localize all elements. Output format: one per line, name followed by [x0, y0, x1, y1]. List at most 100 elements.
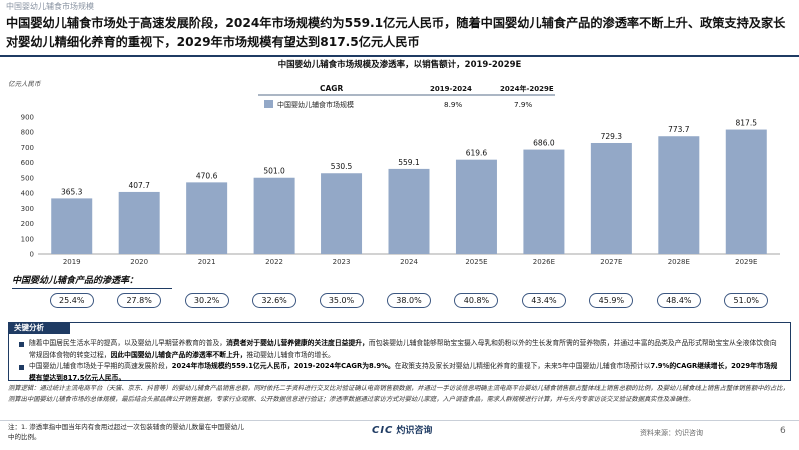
bar-value-label: 619.6: [466, 149, 488, 158]
headline-part-3: ，随着中国婴幼儿辅食产品的渗透率不断上升、政策支持及家长对婴幼儿精细化养育的重视…: [6, 16, 786, 49]
bullet-1-text-c: 推动婴幼儿辅食市场的增长。: [246, 350, 335, 359]
penetration-rate-pill: 43.4%: [521, 293, 566, 308]
bullet-marker: [19, 365, 24, 370]
y-tick-label: 500: [21, 174, 34, 182]
legend-label: 中国婴幼儿辅食市场规模: [277, 100, 354, 109]
bar: [523, 149, 565, 254]
footnote-line-1: 注：1. 渗透率指中国当年内有食用过超过一次包装辅食的婴幼儿数量在中国婴幼儿: [8, 423, 244, 431]
bar: [388, 168, 430, 254]
y-tick-label: 100: [21, 235, 34, 243]
penetration-rate-pill: 25.4%: [49, 293, 94, 308]
bar: [321, 173, 363, 254]
x-tick-label: 2021: [198, 258, 216, 266]
analysis-bullet-2: 中国婴幼儿辅食市场处于早期的高速发展阶段，2024年市场规模约559.1亿元人民…: [19, 361, 782, 384]
x-tick-label: 2022: [265, 258, 283, 266]
penetration-underline: [12, 288, 172, 289]
bullet-1-bold-a: 消费者对于婴幼儿营养健康的关注度日益提升，: [226, 339, 369, 347]
headline-part-4: 2029年市场规模有望达到817.5亿元人民币: [176, 34, 420, 49]
x-tick-label: 2023: [333, 258, 351, 266]
x-tick-label: 2024: [400, 258, 418, 266]
y-tick-label: 0: [30, 251, 34, 259]
x-tick-label: 2025E: [465, 258, 487, 266]
bars: 365.3 2019 407.7 2020 470.6 2021 501.0 2022 530.…: [51, 119, 767, 266]
analysis-bullet-1: 随着中国居民生活水平的提高，以及婴幼儿早期营养教育的普及，消费者对于婴幼儿营养健…: [19, 338, 782, 361]
bar-value-label: 407.7: [128, 181, 150, 190]
y-tick-label: 900: [21, 114, 34, 122]
x-tick-label: 2019: [63, 258, 81, 266]
penetration-rate-pill: 35.0%: [319, 293, 364, 308]
x-tick-label: 2029E: [735, 258, 757, 266]
x-tick-label: 2028E: [668, 258, 690, 266]
cagr-value: 7.9%: [514, 100, 532, 109]
cagr-header: CAGR: [320, 84, 343, 93]
bar: [186, 182, 228, 254]
top-bar: 中国婴幼儿辅食市场规模: [0, 0, 799, 13]
footnote: 注：1. 渗透率指中国当年内有食用过超过一次包装辅食的婴幼儿数量在中国婴幼儿 中…: [8, 423, 338, 442]
y-axis-unit: 亿元人民币: [8, 80, 41, 88]
bullet-2-bold-b: 7.9%的CAGR继续增长，2029年市场规模有望达到817.5亿元人民币。: [29, 362, 778, 382]
bar: [253, 177, 295, 254]
penetration-rate-pill: 45.9%: [589, 293, 634, 308]
penetration-rate-pill: 38.0%: [387, 293, 431, 308]
cagr-col-header: 2019-2024: [430, 85, 472, 93]
bar-value-label: 530.5: [331, 162, 353, 171]
bar: [455, 159, 497, 254]
y-tick-label: 400: [21, 190, 34, 198]
footer-divider: [0, 420, 799, 421]
bullet-1-bold-b: 因此中国婴幼儿辅食产品的渗透率不断上升，: [110, 350, 247, 359]
penetration-rate-pill: 27.8%: [117, 293, 162, 308]
chart-title: 中国婴幼儿辅食市场规模及渗透率，以销售额计，2019-2029E: [277, 60, 522, 70]
x-tick-label: 2026E: [533, 258, 555, 266]
bullet-1-text-a: 随着中国居民生活水平的提高，以及婴幼儿早期营养教育的普及，: [29, 339, 227, 347]
y-tick-label: 700: [21, 144, 34, 152]
bullet-2-bold-a: 2024年市场规模约559.1亿元人民币，2019-2024年CAGR为8.9%…: [171, 362, 395, 370]
cagr-table: CAGR 2019-2024 2024年-2029E 中国婴幼儿辅食市场规模 8.9% 7…: [258, 84, 555, 109]
penetration-rate-pill: 32.6%: [252, 293, 297, 308]
penetration-rate-pill: 30.2%: [184, 293, 229, 308]
logo-name: 灼识咨询: [396, 426, 433, 436]
bar-value-label: 817.5: [736, 119, 758, 128]
penetration-rate-pill: 48.4%: [656, 293, 701, 308]
footnote-line-2: 中的比例。: [8, 432, 41, 441]
penetration-rate-pill: 40.8%: [454, 293, 499, 308]
penetration-rate-pill: 51.0%: [724, 293, 769, 308]
logo-mark: CIC: [372, 425, 394, 436]
cagr-value: 8.9%: [444, 100, 462, 109]
bar: [590, 142, 632, 254]
headline-part-2: 2024年市场规模约为559.1亿元人民币: [225, 16, 445, 30]
x-tick-label: 2027E: [600, 258, 622, 266]
penetration-row: 25.4% 27.8% 30.2% 32.6% 35.0% 38.0% 40.8% 43.4%…: [40, 293, 780, 309]
y-tick-label: 600: [21, 159, 34, 167]
bullet-2-text-b: 在政策支持及家长对婴幼儿精细化养育的重视下，未来5年中国婴幼儿辅食市场预计以: [394, 362, 651, 370]
bar: [725, 129, 767, 254]
bullet-1-text-b: 而包装婴幼儿辅食能够帮助宝宝摄入母乳和奶粉以外的生长发育所需的营养物质，并通过丰…: [29, 339, 777, 359]
cic-logo: CIC 灼识咨询: [372, 423, 432, 436]
title-divider: [0, 55, 799, 57]
bullet-2-text-a: 中国婴幼儿辅食市场处于早期的高速发展阶段，: [29, 362, 172, 370]
bar-value-label: 686.0: [533, 139, 555, 148]
bar-value-label: 559.1: [398, 158, 420, 167]
penetration-label: 中国婴幼儿辅食产品的渗透率：: [12, 276, 139, 286]
y-tick-label: 200: [21, 220, 34, 228]
section-label: 中国婴幼儿辅食市场规模: [6, 2, 94, 11]
bar-value-label: 501.0: [263, 167, 285, 176]
x-tick-label: 2020: [130, 258, 148, 266]
bar-value-label: 773.7: [668, 125, 690, 134]
source-note: 资料来源：灼识咨询: [640, 429, 703, 437]
y-tick-label: 300: [21, 205, 34, 213]
page-number: 6: [780, 426, 786, 436]
bar-value-label: 729.3: [601, 132, 623, 141]
key-analysis-box: 关键分析 随着中国居民生活水平的提高，以及婴幼儿早期营养教育的普及，消费者对于婴…: [8, 322, 791, 384]
cagr-col-header: 2024年-2029E: [500, 84, 554, 93]
headline: 中国婴幼儿辅食市场处于高速发展阶段，2024年市场规模约为559.1亿元人民币，…: [6, 14, 792, 51]
methodology-text: 测算逻辑：通过统计主流电商平台（天猫、京东、抖音等）的婴幼儿辅食产品销售总额，同…: [8, 385, 789, 403]
bar: [118, 191, 160, 254]
bullet-marker: [19, 342, 24, 347]
bar: [51, 198, 93, 254]
y-tick-label: 800: [21, 129, 34, 137]
bar-value-label: 365.3: [61, 187, 83, 196]
bar-value-label: 470.6: [196, 171, 218, 180]
key-analysis-tab: 关键分析: [8, 322, 70, 334]
bar: [658, 136, 700, 254]
